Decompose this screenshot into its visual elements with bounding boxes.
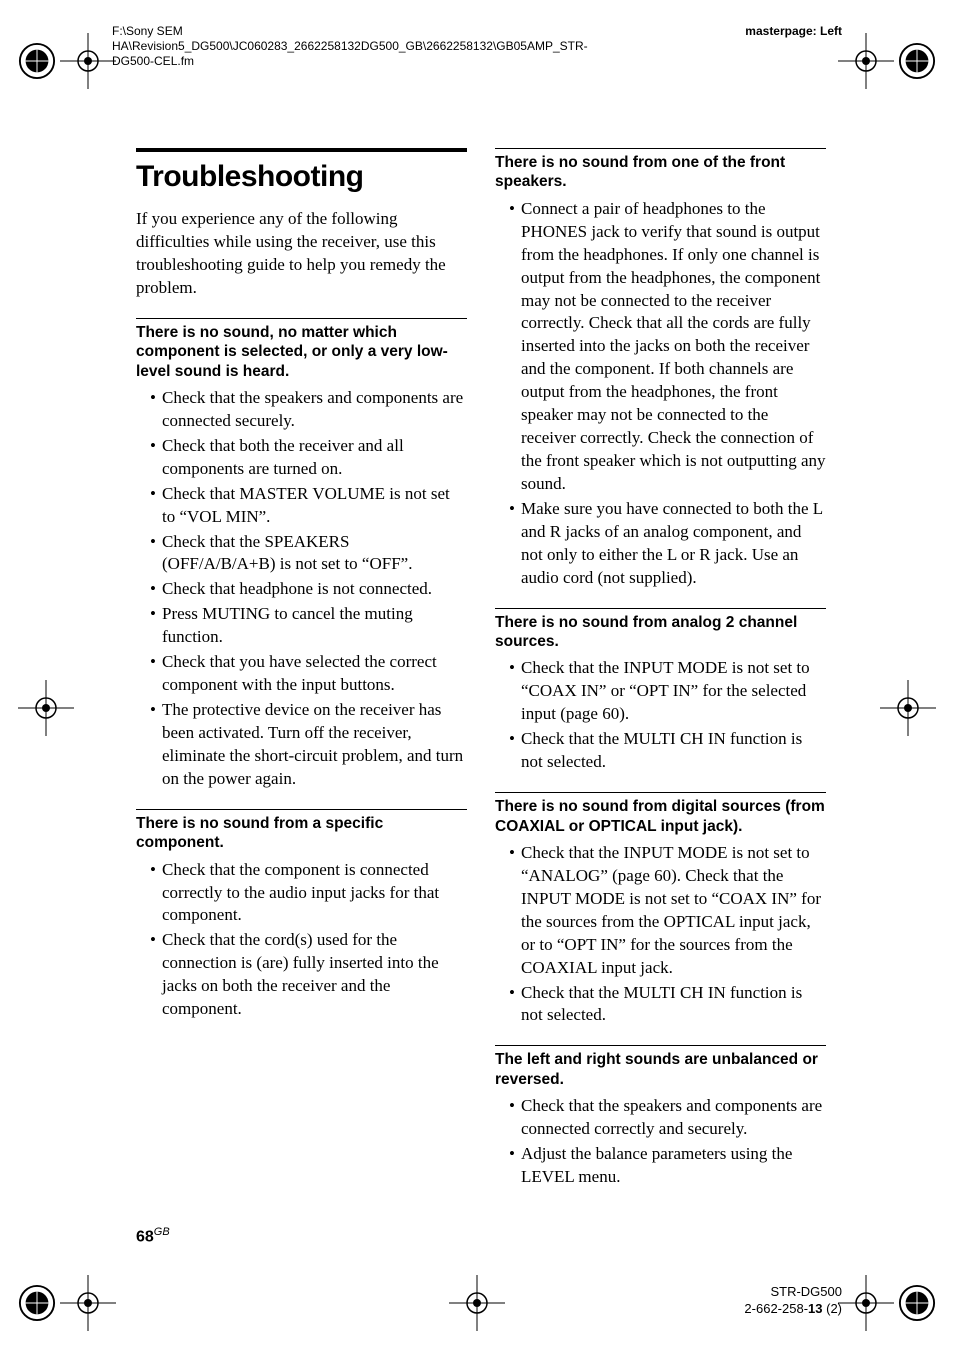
column-left: Troubleshooting If you experience any of… bbox=[136, 148, 467, 1207]
list-item: Check that the MULTI CH IN function is n… bbox=[509, 728, 826, 774]
file-path-label: F:\Sony SEM HA\Revision5_DG500\JC060283_… bbox=[112, 24, 472, 69]
bullet-list: Check that the speakers and components a… bbox=[136, 387, 467, 791]
list-item: Check that the INPUT MODE is not set to … bbox=[509, 657, 826, 726]
section-heading: There is no sound from one of the front … bbox=[495, 148, 826, 192]
section-heading: There is no sound, no matter which compo… bbox=[136, 318, 467, 381]
registration-mark-icon bbox=[18, 42, 56, 80]
page-content: Troubleshooting If you experience any of… bbox=[136, 148, 826, 1207]
list-item: Check that MASTER VOLUME is not set to “… bbox=[150, 483, 467, 529]
bullet-list: Check that the INPUT MODE is not set to … bbox=[495, 842, 826, 1028]
registration-mark-icon bbox=[18, 1284, 56, 1322]
footer-model-info: STR-DG500 2-662-258-13 (2) bbox=[744, 1284, 842, 1318]
footer-model-code: 2-662-258-13 (2) bbox=[744, 1301, 842, 1318]
list-item: Check that the cord(s) used for the conn… bbox=[150, 929, 467, 1021]
crop-mark-icon bbox=[60, 1275, 116, 1331]
list-item: The protective device on the receiver ha… bbox=[150, 699, 467, 791]
list-item: Check that the MULTI CH IN function is n… bbox=[509, 982, 826, 1028]
list-item: Check that both the receiver and all com… bbox=[150, 435, 467, 481]
section: There is no sound from a specific compon… bbox=[136, 809, 467, 1021]
list-item: Check that the component is connected co… bbox=[150, 859, 467, 928]
list-item: Check that you have selected the correct… bbox=[150, 651, 467, 697]
title-rule bbox=[136, 148, 467, 152]
list-item: Make sure you have connected to both the… bbox=[509, 498, 826, 590]
section: There is no sound from one of the front … bbox=[495, 148, 826, 590]
section: There is no sound from digital sources (… bbox=[495, 792, 826, 1027]
registration-mark-icon bbox=[898, 1284, 936, 1322]
page-title: Troubleshooting bbox=[136, 160, 467, 194]
list-item: Check that the INPUT MODE is not set to … bbox=[509, 842, 826, 980]
section-heading: There is no sound from analog 2 channel … bbox=[495, 608, 826, 652]
crop-mark-icon bbox=[880, 680, 936, 736]
registration-mark-icon bbox=[898, 42, 936, 80]
bullet-list: Check that the INPUT MODE is not set to … bbox=[495, 657, 826, 774]
bullet-list: Check that the component is connected co… bbox=[136, 859, 467, 1022]
crop-mark-icon bbox=[18, 680, 74, 736]
crop-mark-icon bbox=[838, 1275, 894, 1331]
section: There is no sound from analog 2 channel … bbox=[495, 608, 826, 774]
list-item: Check that headphone is not connected. bbox=[150, 578, 467, 601]
section-heading: The left and right sounds are unbalanced… bbox=[495, 1045, 826, 1089]
bullet-list: Connect a pair of headphones to the PHON… bbox=[495, 198, 826, 590]
list-item: Adjust the balance parameters using the … bbox=[509, 1143, 826, 1189]
bullet-list: Check that the speakers and components a… bbox=[495, 1095, 826, 1189]
list-item: Connect a pair of headphones to the PHON… bbox=[509, 198, 826, 496]
crop-mark-icon bbox=[838, 33, 894, 89]
section-heading: There is no sound from a specific compon… bbox=[136, 809, 467, 853]
list-item: Press MUTING to cancel the muting functi… bbox=[150, 603, 467, 649]
page-number: 68GB bbox=[136, 1226, 170, 1246]
list-item: Check that the speakers and components a… bbox=[509, 1095, 826, 1141]
section: The left and right sounds are unbalanced… bbox=[495, 1045, 826, 1189]
page-number-suffix: GB bbox=[154, 1226, 170, 1238]
masterpage-label: masterpage: Left bbox=[745, 24, 842, 38]
list-item: Check that the SPEAKERS (OFF/A/B/A+B) is… bbox=[150, 531, 467, 577]
intro-paragraph: If you experience any of the following d… bbox=[136, 208, 467, 300]
section: There is no sound, no matter which compo… bbox=[136, 318, 467, 791]
crop-mark-icon bbox=[60, 33, 116, 89]
list-item: Check that the speakers and components a… bbox=[150, 387, 467, 433]
crop-mark-icon bbox=[449, 1275, 505, 1331]
column-right: There is no sound from one of the front … bbox=[495, 148, 826, 1207]
page-number-value: 68 bbox=[136, 1228, 154, 1245]
footer-model-name: STR-DG500 bbox=[744, 1284, 842, 1301]
section-heading: There is no sound from digital sources (… bbox=[495, 792, 826, 836]
